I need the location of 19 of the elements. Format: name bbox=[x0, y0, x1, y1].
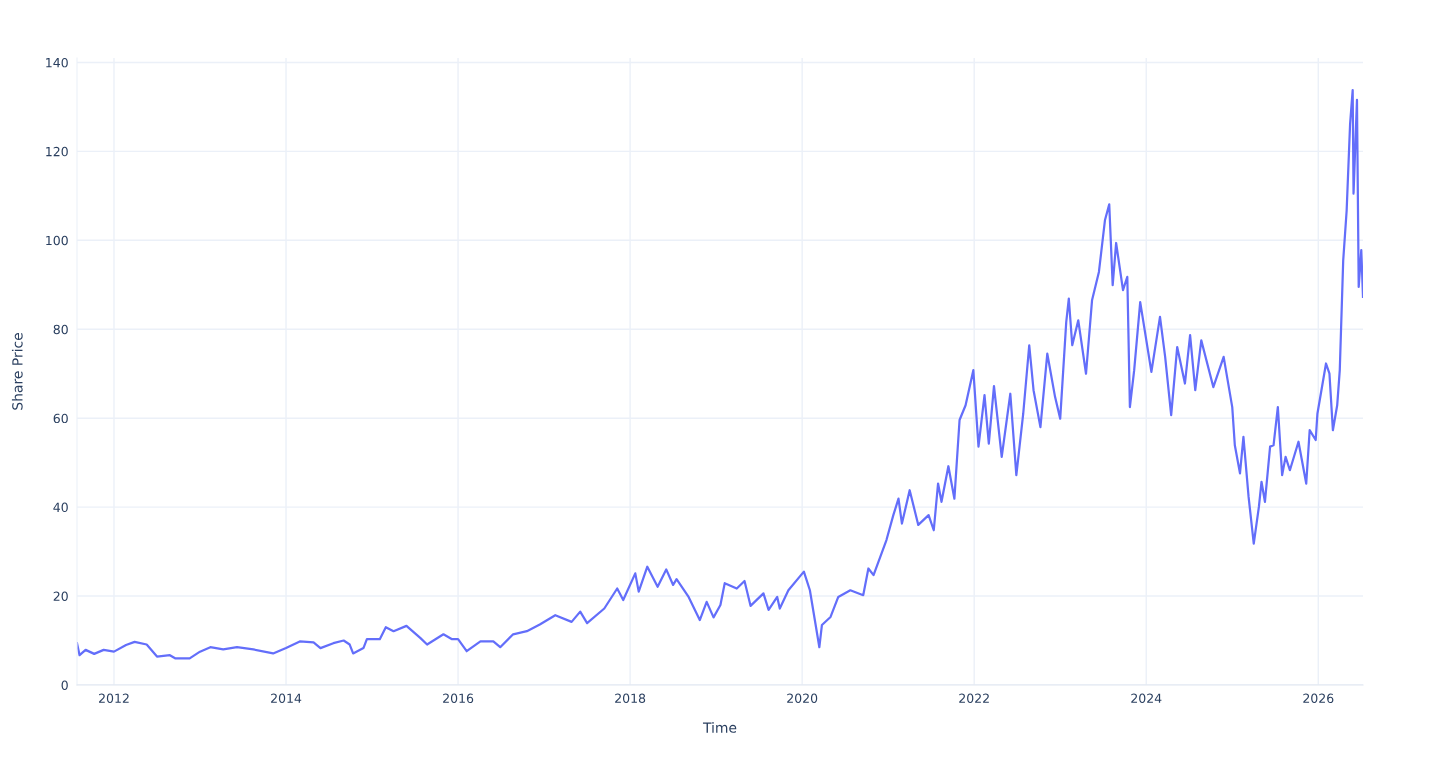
y-tick-label: 60 bbox=[53, 413, 68, 424]
y-tick-label: 0 bbox=[61, 680, 68, 690]
y-tick-label: 40 bbox=[53, 502, 68, 513]
y-tick-label: 120 bbox=[46, 146, 68, 157]
x-tick-label: 2012 bbox=[99, 693, 129, 704]
x-tick-label: 2014 bbox=[271, 693, 302, 704]
x-tick-label: 2026 bbox=[1303, 693, 1334, 704]
x-axis-title: Time bbox=[702, 722, 737, 733]
y-tick-label: 80 bbox=[53, 324, 68, 335]
y-axis-title: Share Price bbox=[11, 333, 23, 410]
x-tick-label: 2020 bbox=[787, 693, 818, 704]
line-series bbox=[77, 88, 1363, 660]
x-tick-label: 2016 bbox=[443, 693, 474, 704]
y-tick-label: 140 bbox=[46, 57, 68, 68]
y-tick-label: 100 bbox=[46, 235, 68, 246]
y-tick-label: 20 bbox=[53, 591, 68, 601]
x-tick-label: 2022 bbox=[959, 693, 989, 704]
x-tick-label: 2024 bbox=[1131, 693, 1162, 704]
x-tick-label: 2018 bbox=[615, 693, 646, 704]
